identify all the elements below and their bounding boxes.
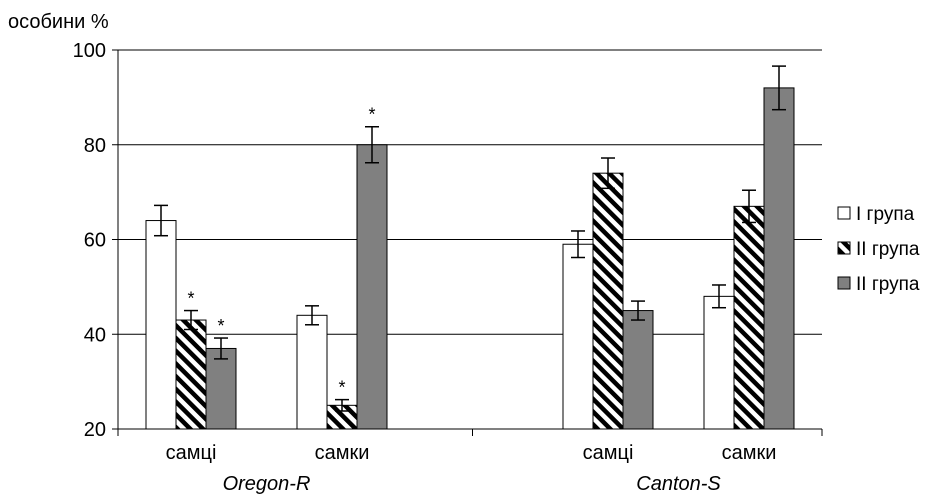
x-category-labels: самці самки самці самки <box>166 442 777 464</box>
bar <box>592 172 624 430</box>
significance-star: * <box>368 105 375 125</box>
significance-star: * <box>187 289 194 309</box>
significance-star: * <box>338 378 345 398</box>
bar <box>296 314 328 430</box>
legend-label: II група <box>856 274 920 295</box>
y-tick-labels: 20 40 60 80 100 <box>73 40 106 441</box>
bar <box>763 87 795 430</box>
legend-swatch <box>837 241 851 255</box>
x-category-label: самки <box>722 442 777 464</box>
y-axis-label: особини % <box>8 11 109 33</box>
bar <box>733 205 765 430</box>
bar <box>175 319 207 430</box>
bar <box>562 243 594 430</box>
legend-swatch <box>837 276 851 290</box>
bar <box>703 295 735 430</box>
significance-star: * <box>217 316 224 336</box>
bars <box>145 87 795 430</box>
y-tick-label: 60 <box>84 230 106 252</box>
legend-swatch <box>837 206 851 220</box>
legend-label: I група <box>856 204 915 225</box>
bar <box>145 220 177 430</box>
bar <box>205 347 237 430</box>
bar <box>622 310 654 430</box>
y-tick-label: 100 <box>73 40 106 62</box>
bar <box>356 144 388 430</box>
group-labels: Oregon-R Canton-S <box>223 473 722 495</box>
significance-markers: * * * * <box>187 105 375 398</box>
y-tick-label: 80 <box>84 135 106 157</box>
group-label: Oregon-R <box>223 473 311 495</box>
error-bars <box>154 65 786 412</box>
x-category-label: самці <box>583 442 634 464</box>
axes <box>117 50 823 436</box>
legend: I група II група II група <box>837 204 920 295</box>
y-tick-label: 20 <box>84 419 106 441</box>
y-tick-label: 40 <box>84 324 106 346</box>
legend-label: II група <box>856 239 920 260</box>
x-category-label: самки <box>315 442 370 464</box>
group-label: Canton-S <box>636 473 721 495</box>
x-category-label: самці <box>166 442 217 464</box>
